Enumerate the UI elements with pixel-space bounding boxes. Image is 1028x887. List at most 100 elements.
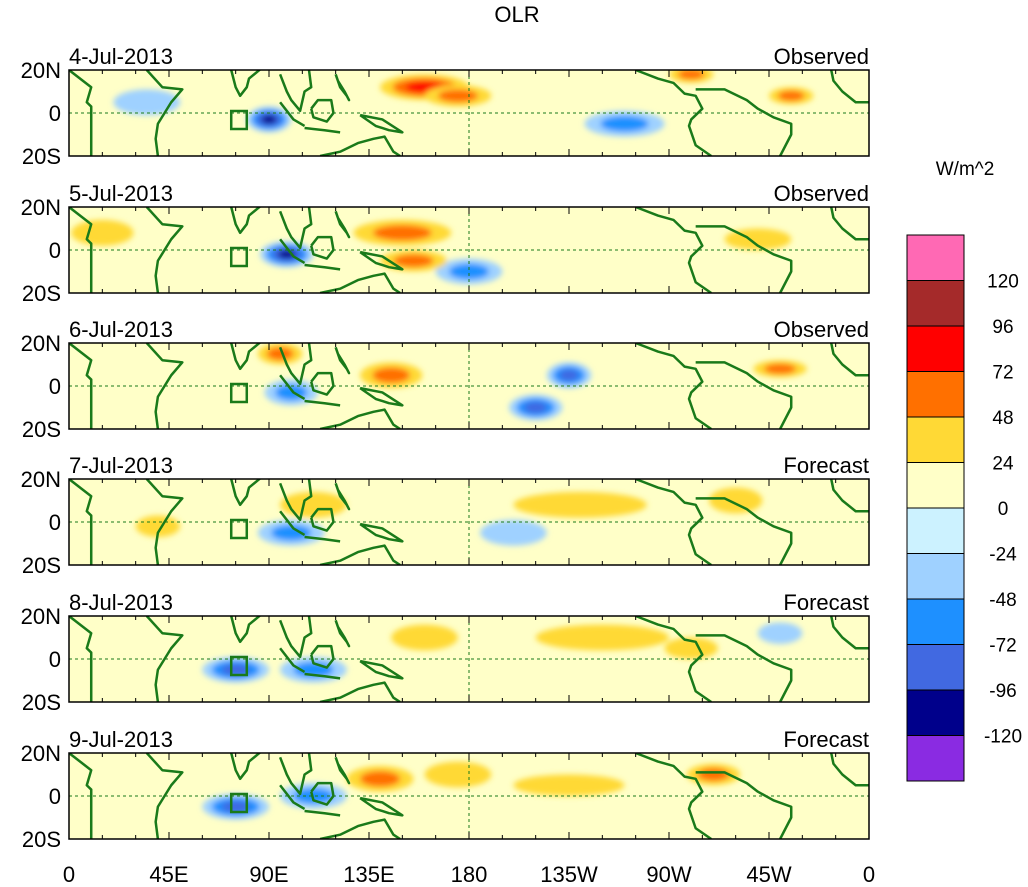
colorbar-swatch — [906, 280, 965, 327]
panel-5: 8-Jul-2013 Forecast 20N 0 20S — [21, 590, 870, 715]
coastline — [635, 479, 712, 565]
anomaly-blob — [424, 761, 492, 788]
coastline — [359, 250, 404, 271]
coastline — [279, 647, 306, 673]
coastline — [635, 207, 712, 293]
coastline — [230, 70, 262, 98]
lat-tick-label: 20S — [22, 144, 61, 169]
coastline — [334, 482, 351, 511]
coastline — [359, 796, 404, 817]
panel-4: 7-Jul-2013 Forecast 20N 0 20S — [21, 453, 870, 578]
lat-tick-label: 20N — [21, 331, 61, 356]
x-axis: 0 45E 90E 135E 180 135W 90W 45W 0 — [63, 862, 875, 887]
coastline — [230, 207, 262, 235]
coastline — [145, 753, 184, 839]
panel-date: 7-Jul-2013 — [69, 453, 173, 478]
panel-date: 4-Jul-2013 — [69, 44, 173, 69]
anomaly-blob — [535, 624, 669, 651]
coastline — [278, 70, 313, 113]
coastline — [230, 753, 262, 781]
coastline — [334, 73, 351, 102]
coastline — [319, 272, 401, 293]
anomaly-blob — [280, 491, 347, 518]
panel-date: 6-Jul-2013 — [69, 317, 173, 342]
coastline — [334, 210, 351, 239]
panel-2: 5-Jul-2013 Observed 20N 0 20S — [21, 181, 870, 306]
colorbar-label: 72 — [992, 363, 1013, 384]
colorbar-label: -24 — [989, 545, 1017, 566]
coastline — [69, 616, 93, 702]
coastline — [829, 70, 869, 104]
anomaly-blob — [664, 637, 718, 659]
lon-tick-label: 90W — [646, 862, 691, 887]
lon-tick-label: 45E — [149, 862, 188, 887]
coastline — [319, 818, 401, 839]
anomaly-field — [135, 487, 763, 546]
colorbar-swatch — [906, 689, 965, 736]
colorbar-units: W/m^2 — [936, 159, 995, 180]
coastline — [359, 113, 404, 134]
anomaly-blob — [777, 90, 805, 101]
region-box — [229, 655, 249, 677]
coastlines — [69, 479, 869, 565]
coastline — [278, 479, 313, 522]
lon-tick-label: 45W — [746, 862, 791, 887]
anomaly-blob — [600, 116, 649, 132]
coastline — [359, 522, 404, 543]
colorbar-swatch — [906, 553, 965, 600]
anomaly-blob — [266, 347, 294, 361]
colorbar-swatch — [906, 371, 965, 418]
coastline — [334, 619, 351, 648]
region-box — [229, 518, 249, 540]
lat-tick-label: 0 — [49, 647, 61, 672]
panel-date: 9-Jul-2013 — [69, 727, 173, 752]
coastline — [829, 616, 869, 650]
lat-tick-label: 20N — [21, 604, 61, 629]
coastline — [230, 616, 262, 644]
anomaly-blob — [677, 70, 705, 80]
coastline — [304, 126, 341, 134]
anomaly-blob — [373, 225, 432, 241]
panel-6: 9-Jul-2013 Forecast 20N 0 20S — [21, 727, 870, 852]
coastline — [319, 681, 401, 702]
region-box — [229, 246, 249, 268]
coastline — [635, 616, 712, 702]
panel-source: Forecast — [783, 590, 869, 615]
lat-tick-label: 20N — [21, 195, 61, 220]
anomaly-blob — [71, 219, 134, 246]
lat-tick-label: 0 — [49, 510, 61, 535]
coastline — [829, 207, 869, 241]
colorbar-swatch — [906, 416, 965, 463]
lat-tick-label: 0 — [49, 784, 61, 809]
panel-1: 4-Jul-2013 Observed 20N 0 20S — [21, 44, 870, 169]
coastline — [279, 374, 306, 400]
anomaly-blob — [261, 115, 277, 124]
anomaly-blob — [135, 515, 181, 538]
coastline — [145, 479, 184, 565]
colorbar-label: 48 — [992, 408, 1013, 429]
coastline — [304, 399, 341, 407]
lon-tick-label: 0 — [863, 862, 875, 887]
anomaly-blob — [480, 519, 547, 546]
coastline — [145, 207, 184, 293]
anomaly-blob — [113, 89, 181, 116]
colorbar-swatch — [906, 462, 965, 509]
coastline — [635, 70, 712, 156]
anomaly-blob — [393, 254, 434, 268]
panel-source: Observed — [774, 317, 869, 342]
chart-title: OLR — [494, 2, 539, 27]
coastline — [279, 510, 306, 536]
anomaly-blob — [360, 771, 401, 787]
coastline — [304, 809, 341, 817]
coastline — [829, 479, 869, 513]
lat-tick-label: 20S — [22, 281, 61, 306]
lat-tick-label: 20S — [22, 553, 61, 578]
colorbar-swatch — [906, 234, 965, 281]
region-box — [229, 792, 249, 814]
anomaly-field — [113, 70, 814, 137]
lat-tick-label: 20S — [22, 690, 61, 715]
lon-tick-label: 135E — [343, 862, 394, 887]
colorbar-label: -96 — [989, 681, 1016, 702]
coastline — [69, 479, 93, 565]
